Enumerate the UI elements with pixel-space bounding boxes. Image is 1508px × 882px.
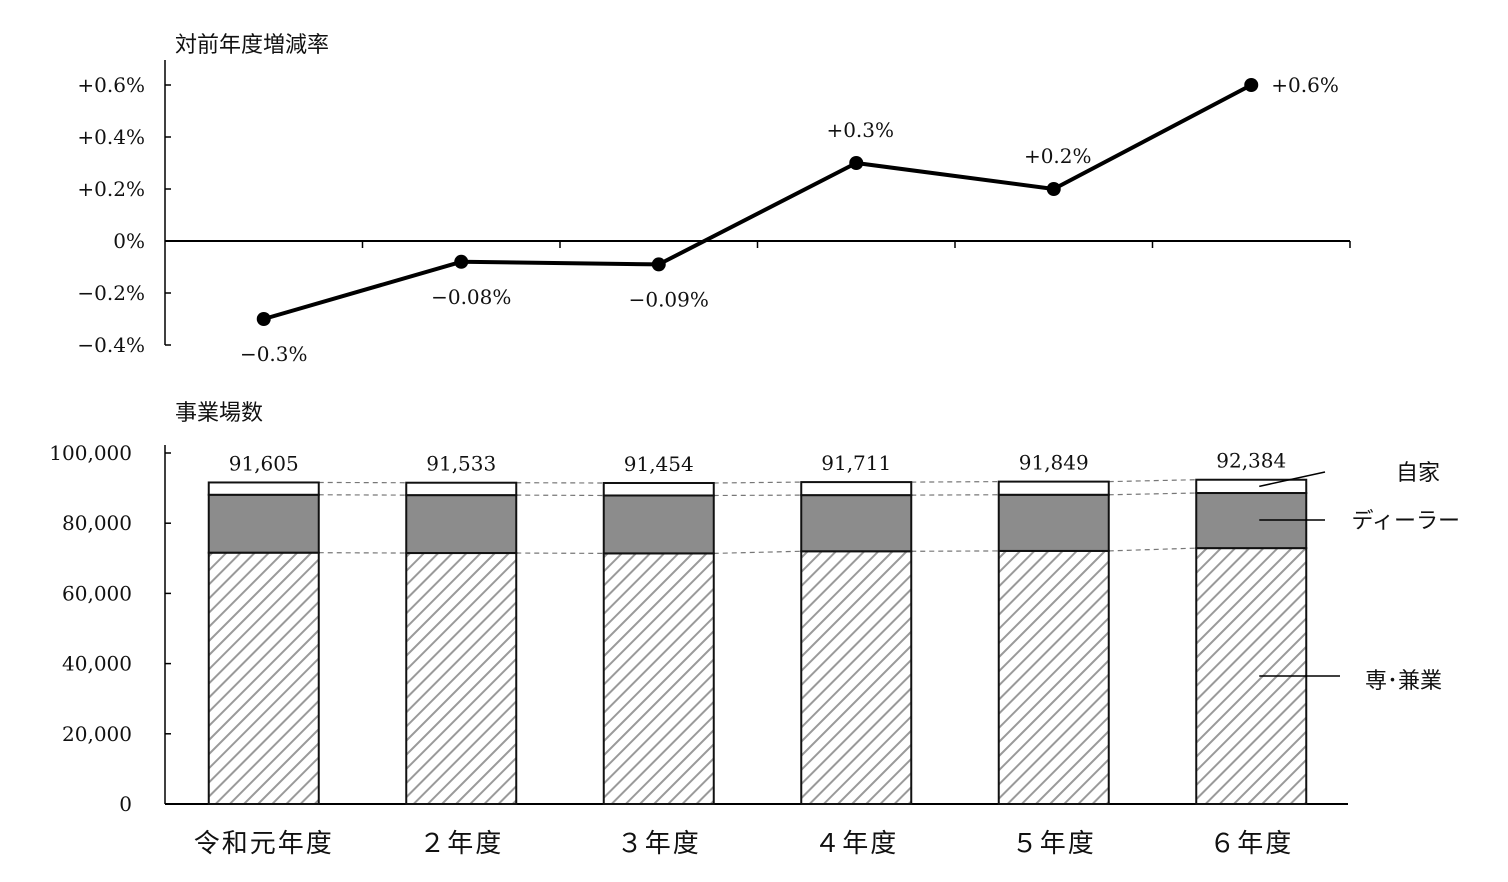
growth-rate-point	[1244, 78, 1259, 92]
legend-label: 専･兼業	[1365, 669, 1442, 694]
bar-total-label: 91,711	[821, 451, 891, 475]
growth-rate-line-chart: 対前年度増減率 +0.6% +0.4% +0.2% 0% −0.2% −0.4% −0.3%…	[77, 33, 1351, 366]
bar-segment-sengyo	[207, 551, 320, 806]
growth-rate-line	[263, 83, 1253, 321]
bar-segment-jika	[405, 481, 518, 497]
bottom-y-tick-label: 40,000	[62, 652, 132, 676]
bar-segment-sengyo	[997, 549, 1110, 806]
x-category-label: ４年度	[814, 829, 898, 859]
top-chart-ylabel: 対前年度増減率	[175, 33, 329, 58]
bar-segment-jika	[997, 480, 1110, 496]
growth-rate-data-label: −0.3%	[240, 342, 308, 366]
bar-segment-dealer	[405, 494, 518, 555]
top-y-tick-label: +0.4%	[77, 125, 145, 149]
bar-segment-jika	[602, 481, 715, 497]
bar-segment-dealer	[207, 493, 320, 554]
x-category-label: ５年度	[1012, 829, 1096, 859]
bar-segment-dealer	[800, 494, 913, 553]
bar-total-label: 91,605	[229, 451, 299, 475]
legend-label: ディーラー	[1352, 509, 1460, 534]
growth-rate-point	[849, 156, 864, 170]
bar-segment-dealer	[602, 494, 715, 555]
bar-connector-line	[1108, 479, 1197, 483]
top-y-tick-label: +0.2%	[77, 177, 145, 201]
bar-segment-jika	[207, 481, 320, 496]
bottom-y-tick-label: 20,000	[62, 722, 132, 746]
bar-total-label: 91,849	[1019, 451, 1089, 475]
x-category-label: ２年度	[419, 829, 503, 859]
establishments-stacked-bar-chart: 事業場数 100,000 80,000 60,000 40,000 20,000 0 91,…	[49, 401, 1460, 859]
x-category-label: ６年度	[1209, 829, 1293, 859]
top-y-tick-label: +0.6%	[77, 73, 145, 97]
bar-segment-jika	[800, 481, 913, 497]
growth-rate-data-label: +0.2%	[1024, 144, 1092, 168]
growth-rate-data-label: +0.6%	[1271, 73, 1339, 97]
bar-connector-line	[1108, 492, 1197, 496]
growth-rate-data-label: −0.08%	[431, 285, 511, 309]
bar-segment-sengyo	[405, 552, 518, 805]
legend-label: 自家	[1396, 461, 1440, 486]
growth-rate-point	[1046, 182, 1061, 196]
bar-total-label: 91,533	[426, 452, 496, 476]
bar-connector-line	[1108, 547, 1197, 552]
bar-segment-dealer	[997, 493, 1110, 552]
x-category-label: 令和元年度	[194, 829, 334, 859]
growth-rate-data-label: −0.09%	[629, 287, 709, 311]
legend-leader-line	[1259, 471, 1326, 488]
bar-connector-line	[713, 481, 802, 484]
bottom-y-tick-label: 60,000	[62, 581, 132, 605]
top-y-tick-label: 0%	[113, 229, 145, 253]
bar-total-label: 92,384	[1216, 449, 1286, 473]
bar-segment-jika	[1195, 478, 1308, 495]
growth-rate-point	[454, 254, 469, 269]
bottom-y-tick-label: 100,000	[49, 441, 132, 465]
bar-segment-sengyo	[602, 552, 715, 805]
growth-rate-point	[256, 312, 271, 326]
top-y-tick-label: −0.4%	[77, 333, 145, 357]
bar-segment-sengyo	[800, 550, 913, 806]
growth-rate-point	[651, 257, 666, 272]
bottom-y-tick-label: 0	[119, 792, 132, 816]
bar-connector-line	[713, 550, 802, 554]
bar-total-label: 91,454	[624, 452, 694, 476]
bottom-chart-ylabel: 事業場数	[175, 401, 263, 426]
growth-rate-data-label: +0.3%	[826, 118, 894, 142]
bottom-y-tick-label: 80,000	[62, 511, 132, 535]
x-category-label: ３年度	[617, 829, 701, 859]
top-y-tick-label: −0.2%	[77, 281, 145, 305]
